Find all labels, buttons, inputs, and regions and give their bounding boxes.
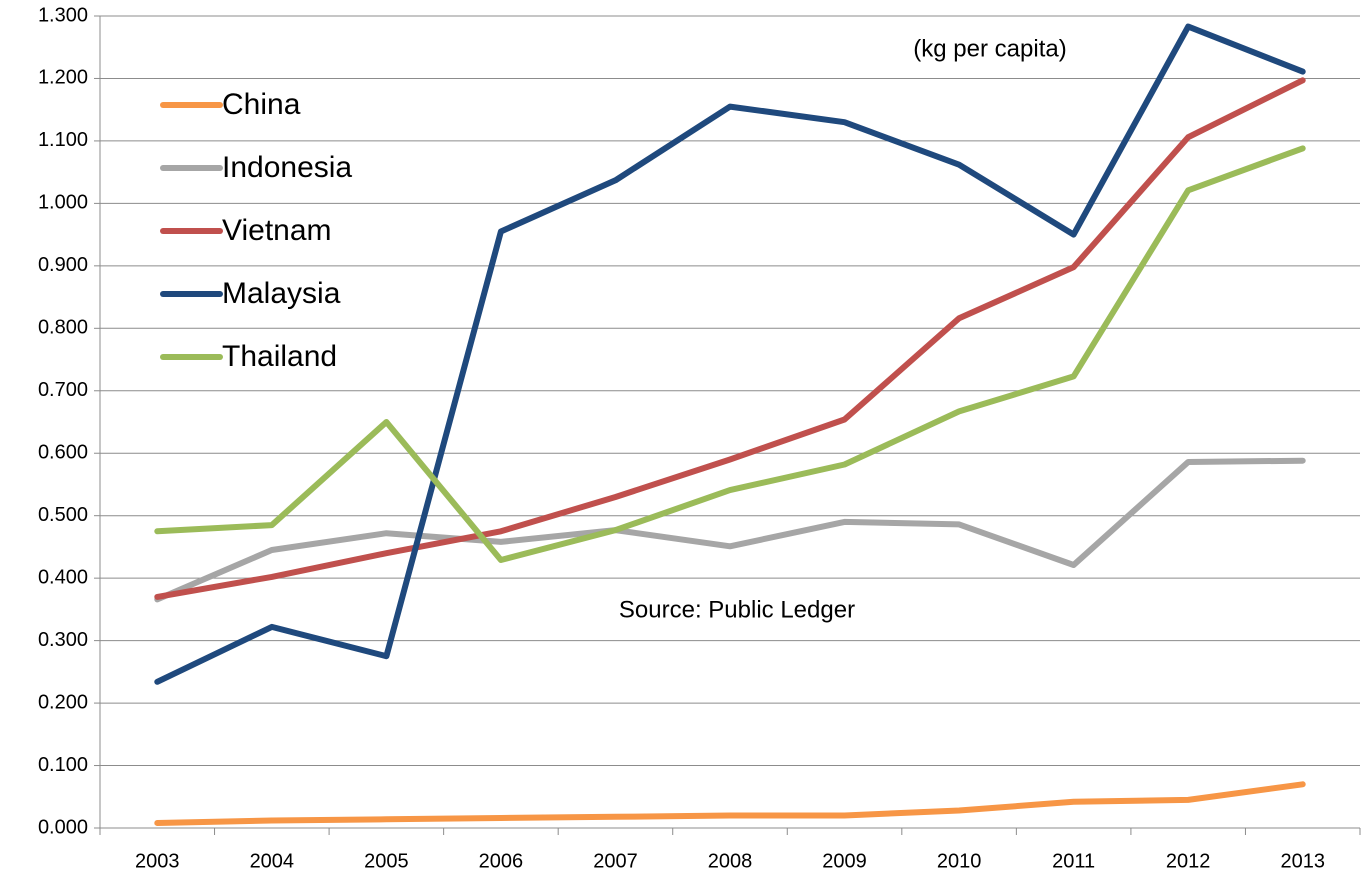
x-tick-label: 2006 <box>479 850 524 872</box>
legend-label: Vietnam <box>222 214 332 247</box>
legend-label: Malaysia <box>222 277 341 310</box>
x-tick-label: 2013 <box>1280 850 1325 872</box>
y-tick-label: 0.200 <box>38 691 88 713</box>
y-tick-label: 0.300 <box>38 629 88 651</box>
legend-label: China <box>222 88 301 121</box>
source-note: Source: Public Ledger <box>619 596 855 623</box>
unit-note: (kg per capita) <box>913 35 1066 62</box>
y-tick-label: 0.600 <box>38 442 88 464</box>
y-tick-label: 0.000 <box>38 816 88 838</box>
series-line <box>154 145 1306 563</box>
series-line <box>154 23 1306 685</box>
y-tick-label: 1.300 <box>38 4 88 26</box>
x-tick-label: 2012 <box>1166 850 1211 872</box>
y-tick-label: 0.400 <box>38 566 88 588</box>
y-tick-label: 1.000 <box>38 192 88 214</box>
y-tick-label: 1.100 <box>38 129 88 151</box>
x-tick-label: 2005 <box>364 850 409 872</box>
y-tick-label: 0.100 <box>38 754 88 776</box>
x-tick-label: 2010 <box>937 850 982 872</box>
x-tick-label: 2007 <box>593 850 638 872</box>
series-line <box>154 77 1306 600</box>
legend-label: Indonesia <box>222 151 352 184</box>
y-tick-label: 0.900 <box>38 254 88 276</box>
x-tick-label: 2004 <box>250 850 295 872</box>
y-tick-label: 0.700 <box>38 379 88 401</box>
x-tick-label: 2009 <box>822 850 867 872</box>
series-line <box>154 781 1306 826</box>
x-tick-label: 2011 <box>1052 850 1095 872</box>
x-tick-label: 2003 <box>135 850 180 872</box>
series-line <box>154 457 1306 603</box>
y-tick-label: 0.800 <box>38 317 88 339</box>
legend-label: Thailand <box>222 340 337 373</box>
x-tick-label: 2008 <box>708 850 753 872</box>
y-tick-label: 1.200 <box>38 67 88 89</box>
y-tick-label: 0.500 <box>38 504 88 526</box>
